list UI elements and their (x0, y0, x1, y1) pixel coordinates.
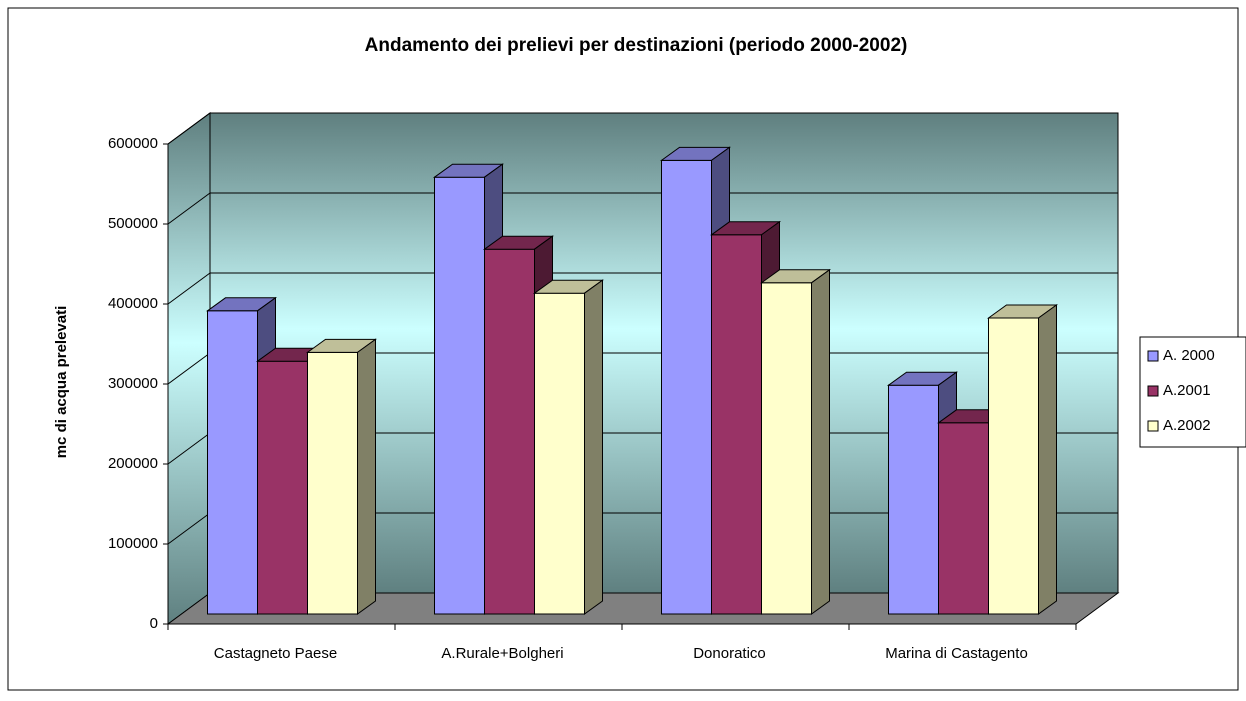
bar (532, 279, 605, 615)
bar-front (988, 317, 1039, 615)
grid-line (167, 352, 211, 385)
grid-line (167, 512, 211, 545)
legend-label: A.2001 (1163, 382, 1211, 399)
y-tick-label: 200000 (108, 455, 158, 472)
grid-line (167, 112, 211, 145)
grid-line (167, 192, 211, 225)
y-tick-label: 600000 (108, 135, 158, 152)
legend-label: A.2002 (1163, 417, 1211, 434)
grid-line (167, 272, 211, 305)
legend-swatch (1147, 385, 1159, 397)
bar-side (1038, 304, 1057, 615)
y-tick-label: 0 (150, 615, 158, 632)
y-axis-label: mc di acqua prelevati (53, 306, 70, 459)
y-tick-label: 500000 (108, 215, 158, 232)
bar-front (434, 176, 485, 615)
chart-title: Andamento dei prelievi per destinazioni … (365, 35, 908, 56)
bar-front (207, 310, 258, 615)
grid-line (167, 432, 211, 465)
bar-side (357, 338, 376, 615)
x-tick-label: Donoratico (693, 645, 766, 662)
legend-swatch (1147, 420, 1159, 432)
x-tick-label: A.Rurale+Bolgheri (441, 645, 563, 662)
y-tick-label: 100000 (108, 535, 158, 552)
bar-side (811, 268, 830, 615)
x-tick-label: Castagneto Paese (214, 645, 337, 662)
y-tick-label: 300000 (108, 375, 158, 392)
legend-swatch (1147, 350, 1159, 362)
bar-front (484, 248, 535, 615)
bar-side (584, 279, 603, 615)
bar-front (534, 292, 585, 615)
bar-front (761, 282, 812, 615)
bar-front (661, 159, 712, 615)
bar (759, 268, 832, 615)
bar (305, 338, 378, 615)
legend-label: A. 2000 (1163, 347, 1215, 364)
y-tick-label: 400000 (108, 295, 158, 312)
bar-front (257, 360, 308, 615)
x-tick-label: Marina di Castagento (885, 645, 1028, 662)
bar-front (307, 351, 358, 615)
bar-front (888, 384, 939, 615)
bar-front (711, 234, 762, 615)
bar-front (938, 422, 989, 615)
bar (986, 304, 1059, 615)
